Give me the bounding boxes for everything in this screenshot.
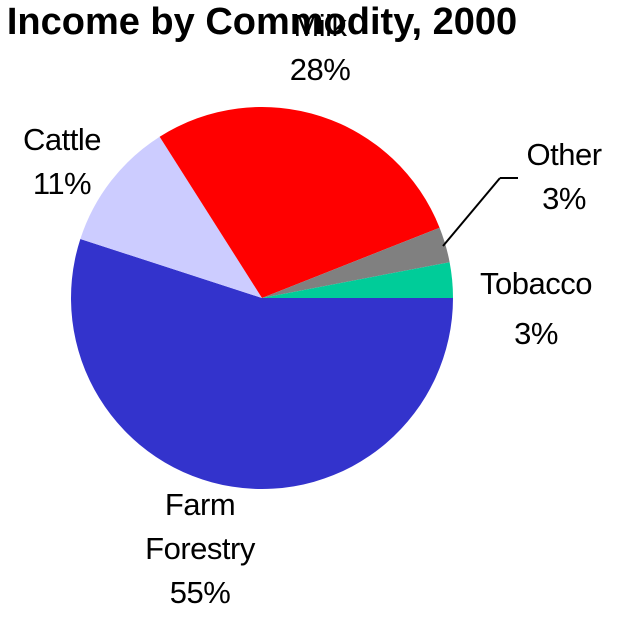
pie-slice-milk [159,106,440,299]
slice-percent: 55% [170,575,231,610]
slice-name: Other [526,137,601,172]
slice-percent: 28% [290,52,351,87]
slice-name: Tobacco [480,266,592,301]
pie-slice-cattle [80,136,262,298]
pie-slices [70,106,453,490]
pie-slice-farm-forestry [70,238,453,490]
slice-percent: 3% [514,316,558,351]
pie-slice-other [262,227,450,298]
slice-label-tobacco: Tobacco 3% [480,266,592,351]
pie-slice-tobacco [262,262,453,298]
other-leader-line [442,177,501,247]
slice-name: Cattle [23,122,101,157]
slice-label-milk: Milk 28% [290,8,351,87]
slice-name: Forestry [145,531,256,566]
slice-percent: 3% [542,181,586,216]
slice-label-cattle: Cattle 11% [23,122,101,201]
slice-labels: Farm Forestry 55%Cattle 11%Milk 28%Other 3%To… [23,8,602,610]
slice-label-farm-forestry: Farm Forestry 55% [145,487,256,610]
slice-label-other: Other 3% [526,137,601,216]
chart-title: Income by Commodity, 2000 [7,1,517,43]
slice-name: Milk [293,8,347,43]
slice-name: Farm [165,487,235,522]
slice-percent: 11% [33,166,91,201]
